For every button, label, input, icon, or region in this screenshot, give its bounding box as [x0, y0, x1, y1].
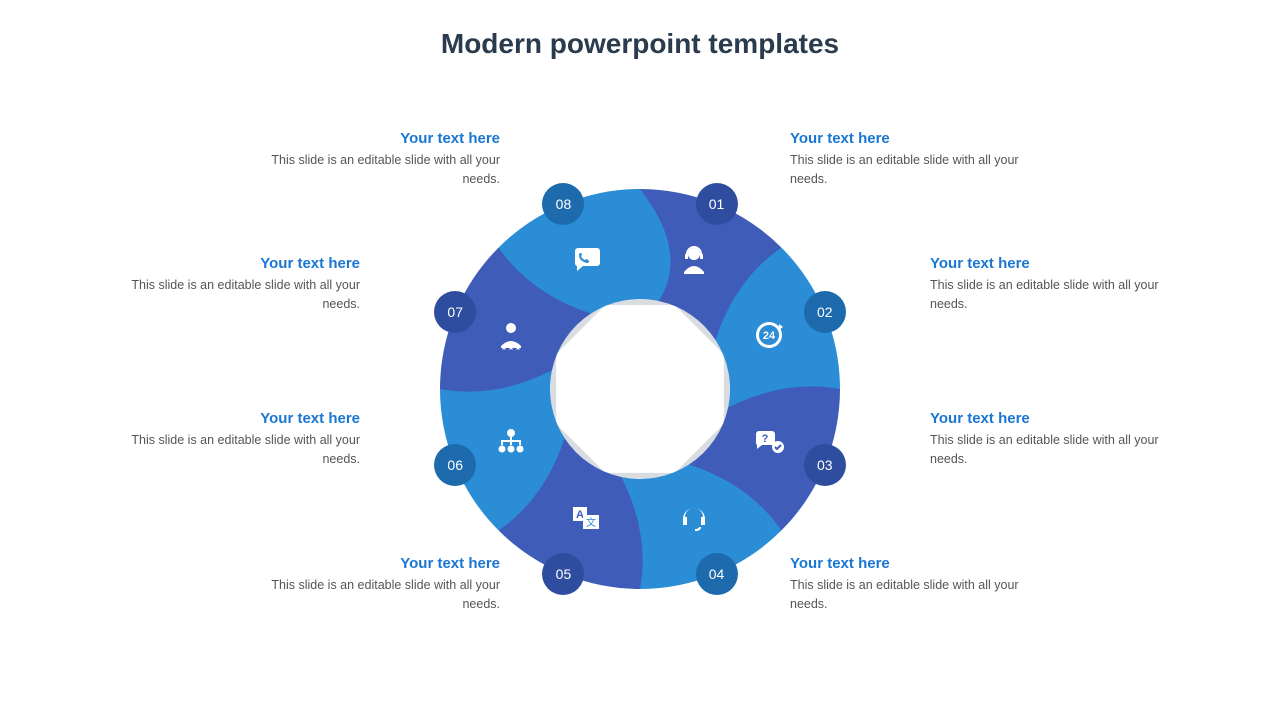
svg-text:24: 24 [763, 330, 776, 342]
segment-label-title: Your text here [930, 255, 1160, 272]
segment-label-title: Your text here [130, 255, 360, 272]
segment-label-body: This slide is an editable slide with all… [130, 431, 360, 469]
segment-label-title: Your text here [790, 555, 1020, 572]
segment-number-badge: 05 [542, 553, 584, 595]
segment-number-badge: 03 [804, 444, 846, 486]
segment-label-body: This slide is an editable slide with all… [790, 576, 1020, 614]
org-chart-icon [494, 425, 528, 459]
segment-label: Your text here This slide is an editable … [930, 410, 1160, 469]
page-title: Modern powerpoint templates [0, 28, 1280, 60]
segment-label: Your text here This slide is an editable … [270, 555, 500, 614]
segment-label: Your text here This slide is an editable … [130, 410, 360, 469]
center-fill [559, 307, 722, 470]
ring-svg [430, 179, 850, 599]
segment-label-body: This slide is an editable slide with all… [930, 276, 1160, 314]
phone-bubble-icon [569, 242, 603, 276]
svg-text:文: 文 [586, 516, 596, 529]
segment-label: Your text here This slide is an editable … [790, 130, 1020, 189]
segment-label-title: Your text here [270, 555, 500, 572]
svg-text:A: A [576, 509, 584, 521]
segment-label: Your text here This slide is an editable … [270, 130, 500, 189]
headset-person-icon [677, 242, 711, 276]
chat-qa-icon: ? [752, 425, 786, 459]
segment-label-body: This slide is an editable slide with all… [130, 276, 360, 314]
segment-label-title: Your text here [930, 410, 1160, 427]
headset-icon [677, 501, 711, 535]
segment-label-title: Your text here [130, 410, 360, 427]
segment-number-badge: 08 [542, 183, 584, 225]
segment-number-badge: 06 [434, 444, 476, 486]
segment-label: Your text here This slide is an editable … [790, 555, 1020, 614]
rated-person-icon [494, 318, 528, 352]
segment-label-body: This slide is an editable slide with all… [930, 431, 1160, 469]
segment-number-badge: 07 [434, 291, 476, 333]
circular-diagram: 01 02 24 03? 04 05 A文 06 07 08 [430, 179, 850, 599]
translate-icon: A文 [569, 501, 603, 535]
segment-label-title: Your text here [790, 130, 1020, 147]
segment-label-body: This slide is an editable slide with all… [270, 151, 500, 189]
segment-label-body: This slide is an editable slide with all… [270, 576, 500, 614]
segment-label-body: This slide is an editable slide with all… [790, 151, 1020, 189]
segment-label-title: Your text here [270, 130, 500, 147]
segment-label: Your text here This slide is an editable … [930, 255, 1160, 314]
segment-number-badge: 02 [804, 291, 846, 333]
clock-24-icon: 24 [752, 318, 786, 352]
svg-text:?: ? [762, 433, 769, 445]
segment-number-badge: 01 [696, 183, 738, 225]
segment-label: Your text here This slide is an editable … [130, 255, 360, 314]
segment-number-badge: 04 [696, 553, 738, 595]
